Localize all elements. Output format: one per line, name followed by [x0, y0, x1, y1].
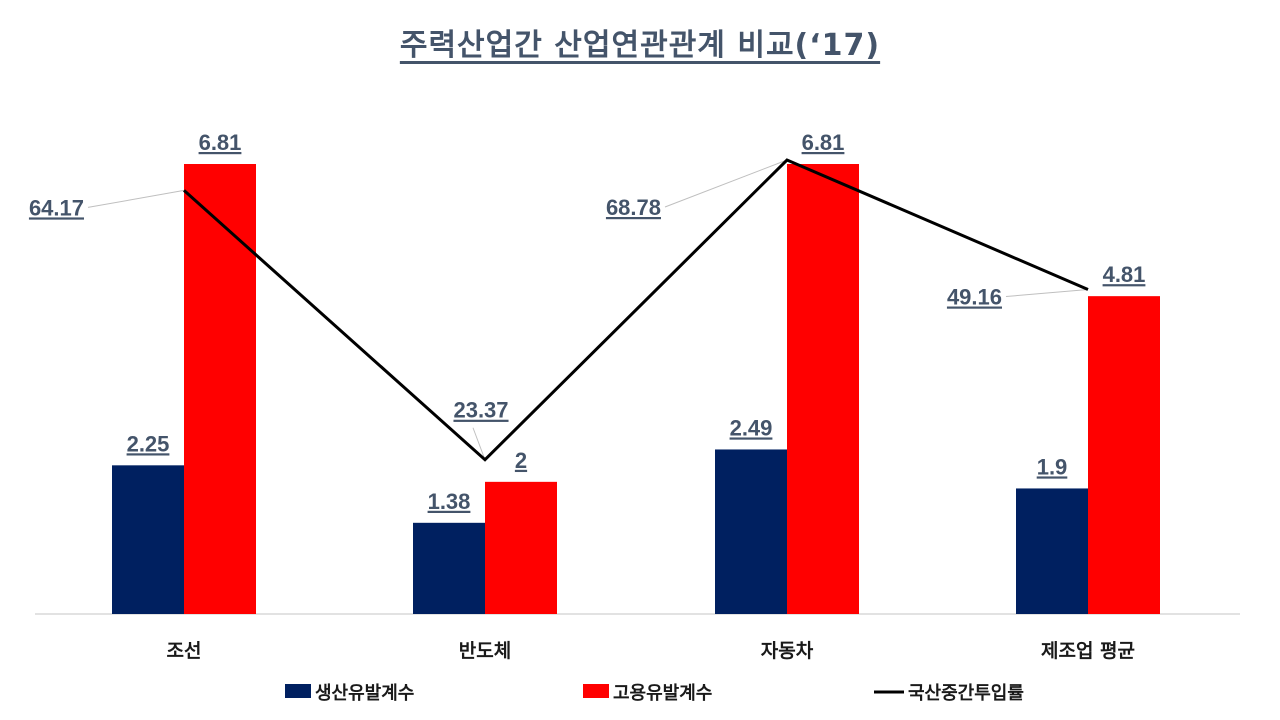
line-value-label: 23.37 [453, 398, 508, 423]
line-value-label: 49.16 [947, 285, 1002, 310]
bar-employment-0 [184, 164, 256, 614]
bar-production-2 [715, 449, 787, 614]
bar-value-label: 6.81 [802, 130, 845, 155]
line-series-layer [182, 158, 1089, 462]
bar-value-label: 2 [515, 448, 527, 473]
line-value-label: 64.17 [29, 195, 84, 220]
line-domestic-input-ratio [182, 158, 1089, 462]
bar-employment-2 [787, 164, 859, 614]
leader-lines-layer [87, 159, 1089, 460]
category-label: 제조업 평균 [1041, 640, 1135, 662]
leader-line [87, 189, 185, 208]
legend-label: 고용유발계수 [613, 683, 712, 704]
bars-layer [112, 164, 1160, 614]
category-label: 조선 [167, 640, 202, 662]
legend-swatch [583, 684, 609, 698]
leader-line [472, 427, 486, 460]
bar-production-1 [413, 522, 485, 614]
bar-production-0 [112, 465, 184, 614]
category-labels-layer: 조선 반도체 자동차 제조업 평균 [167, 640, 1135, 662]
bar-value-label: 2.25 [127, 431, 170, 456]
bar-production-3 [1016, 488, 1088, 614]
bar-employment-3 [1088, 296, 1160, 614]
legend-label: 국산중간투입률 [908, 682, 1024, 704]
leader-line [664, 159, 788, 208]
legend-label: 생산유발계수 [315, 683, 414, 704]
category-label: 자동차 [761, 640, 814, 662]
chart-title: 주력산업간 산업연관관계 비교(‘17) [399, 28, 881, 63]
category-label: 반도체 [459, 640, 511, 662]
legend-swatch [285, 684, 311, 698]
bar-value-label: 6.81 [199, 130, 242, 155]
data-labels-layer: 2.25 6.81 1.38 2 2.49 6.81 1.9 4.81 64.17 23.37 68… [29, 130, 1145, 514]
bar-employment-1 [485, 481, 557, 614]
bar-value-label: 1.38 [428, 489, 471, 514]
leader-line [1005, 289, 1089, 298]
bar-value-label: 4.81 [1103, 262, 1146, 287]
line-value-label: 68.78 [606, 195, 661, 220]
bar-value-label: 1.9 [1037, 454, 1068, 479]
legend: 생산유발계수 고용유발계수 국산중간투입률 [285, 682, 1024, 704]
bar-value-label: 2.49 [730, 415, 773, 440]
